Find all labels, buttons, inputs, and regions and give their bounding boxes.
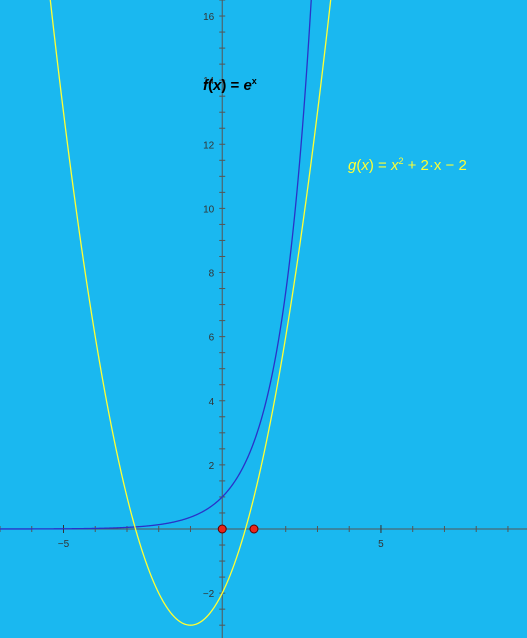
g-function-label[interactable]: g(x) = x2 + 2·x − 2 <box>348 156 467 174</box>
f-name: f <box>203 77 208 94</box>
y-tick-label: 16 <box>203 12 215 23</box>
f-function-label[interactable]: f(x) = ex <box>203 76 257 94</box>
x-tick-label: 5 <box>378 539 384 550</box>
g-exponent: 2 <box>398 156 404 166</box>
g-arg: x <box>361 157 369 174</box>
y-tick-label: 8 <box>209 269 215 280</box>
g-name: g <box>348 157 357 174</box>
y-tick-label: 10 <box>203 204 215 215</box>
y-tick-label: −2 <box>203 589 215 600</box>
f-curve <box>0 0 312 530</box>
y-tick-label: 12 <box>203 140 215 151</box>
f-base: e <box>243 77 252 94</box>
f-arg: x <box>213 77 222 94</box>
points <box>217 524 259 534</box>
y-tick-label: 2 <box>209 461 215 472</box>
intersection-point <box>249 524 259 534</box>
curves <box>0 0 332 626</box>
intersection-point <box>217 524 227 534</box>
g-curve <box>49 0 332 626</box>
g-rest: + 2·x − 2 <box>403 157 467 174</box>
x-tick-label: −5 <box>58 539 70 550</box>
y-tick-label: 4 <box>209 397 215 408</box>
f-exponent: x <box>251 76 257 86</box>
g-var: x <box>390 157 399 174</box>
y-tick-label: 14 <box>203 76 215 87</box>
y-tick-label: 6 <box>209 333 215 344</box>
